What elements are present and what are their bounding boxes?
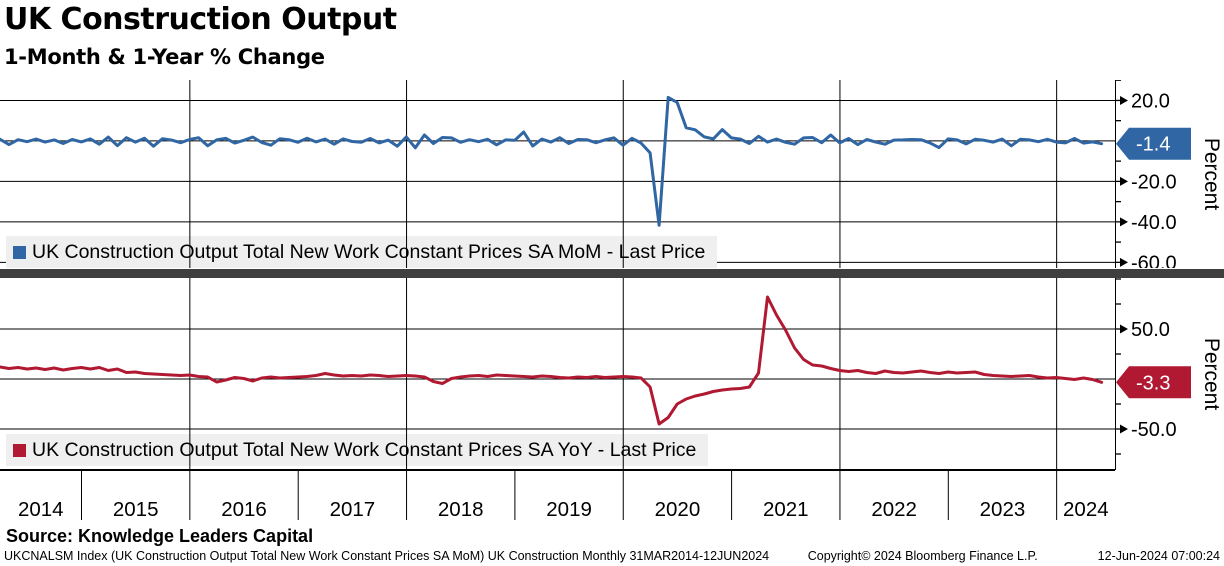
svg-text:-40.0: -40.0 (1131, 212, 1177, 234)
legend-yoy-label: UK Construction Output Total New Work Co… (32, 438, 697, 461)
mom-swatch-icon (13, 245, 26, 259)
legend-yoy: UK Construction Output Total New Work Co… (6, 434, 709, 466)
footnote-ticker: UKCNALSM Index (UK Construction Output T… (4, 549, 770, 563)
year-axis: 2014 2015 2016 2017 2018 2019 2020 2021 2022 2023… (0, 470, 1115, 521)
svg-text:Percent: Percent (1200, 338, 1223, 411)
yoy-panel-grid: 50.0 -50.0 (0, 278, 1177, 470)
legend-mom: UK Construction Output Total New Work Co… (6, 236, 718, 268)
page-subtitle: 1-Month & 1-Year % Change (4, 45, 325, 69)
svg-text:2017: 2017 (330, 498, 376, 521)
mom-line-layer: -1.4 Percent (0, 80, 1223, 268)
page-title: UK Construction Output (4, 2, 397, 37)
footnote-row: UKCNALSM Index (UK Construction Output T… (4, 549, 1220, 563)
svg-text:50.0: 50.0 (1131, 319, 1170, 341)
svg-text:2023: 2023 (980, 498, 1026, 521)
legend-mom-label: UK Construction Output Total New Work Co… (32, 240, 706, 263)
svg-text:2019: 2019 (546, 498, 592, 521)
svg-text:2014: 2014 (18, 498, 64, 521)
svg-text:20.0: 20.0 (1131, 90, 1170, 112)
footnote-copyright: Copyright© 2024 Bloomberg Finance L.P. (807, 549, 1038, 563)
footnote-timestamp: 12-Jun-2024 07:00:24 (1097, 549, 1220, 563)
svg-text:Percent: Percent (1200, 138, 1223, 211)
svg-text:-1.4: -1.4 (1136, 134, 1170, 156)
yoy-swatch-icon (13, 443, 26, 457)
panel-separator (0, 269, 1224, 278)
svg-text:2018: 2018 (438, 498, 484, 521)
source-line: Source: Knowledge Leaders Capital (6, 526, 314, 546)
svg-text:2024: 2024 (1063, 498, 1109, 521)
svg-text:-3.3: -3.3 (1136, 372, 1170, 394)
yoy-line-layer: -3.3 Percent (0, 278, 1223, 470)
svg-text:2021: 2021 (763, 498, 809, 521)
svg-text:2020: 2020 (655, 498, 701, 521)
svg-text:2016: 2016 (221, 498, 267, 521)
svg-text:-60.0: -60.0 (1131, 252, 1177, 268)
svg-text:-50.0: -50.0 (1131, 419, 1177, 441)
svg-text:2015: 2015 (113, 498, 159, 521)
svg-text:-20.0: -20.0 (1131, 171, 1177, 193)
svg-text:2022: 2022 (871, 498, 917, 521)
